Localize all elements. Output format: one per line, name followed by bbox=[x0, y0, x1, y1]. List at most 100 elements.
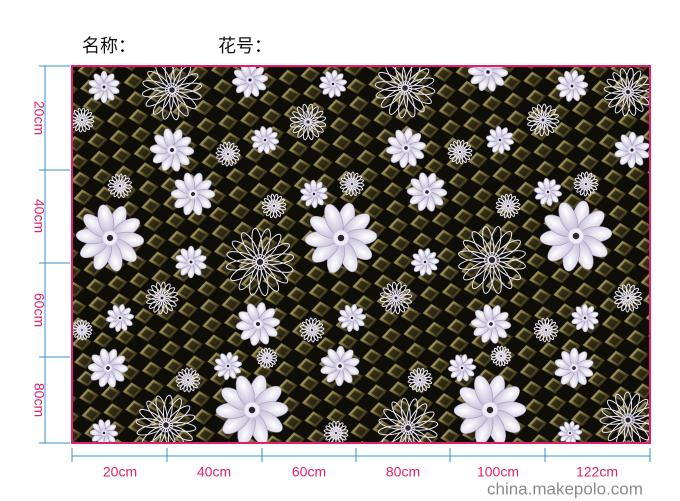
petal-outline bbox=[606, 399, 627, 420]
petal-outline bbox=[378, 71, 404, 88]
flower bbox=[135, 394, 197, 443]
petal-outline bbox=[584, 171, 589, 184]
flower bbox=[89, 419, 119, 443]
petal-outline bbox=[616, 422, 629, 443]
petal-outline bbox=[136, 423, 164, 436]
flower bbox=[406, 172, 448, 212]
petal-outline bbox=[406, 68, 430, 88]
petal-outline bbox=[494, 260, 522, 281]
petal-outline bbox=[463, 260, 490, 281]
flower bbox=[410, 248, 440, 276]
flower-center bbox=[504, 202, 512, 210]
flower-eye bbox=[418, 378, 422, 382]
petal-outline bbox=[306, 103, 314, 121]
flower bbox=[495, 193, 521, 219]
flower bbox=[75, 204, 145, 272]
flower-eye bbox=[106, 366, 110, 370]
flower-eye bbox=[625, 417, 631, 423]
petal-outline bbox=[162, 92, 174, 120]
flower-eye bbox=[102, 431, 106, 435]
flower bbox=[235, 302, 281, 346]
petal-outline bbox=[185, 367, 190, 380]
petal-outline bbox=[174, 88, 202, 100]
flower bbox=[170, 172, 216, 216]
flower-eye bbox=[583, 316, 587, 320]
petal-outline bbox=[226, 251, 258, 264]
petal-outline bbox=[400, 397, 411, 426]
petal-outline bbox=[492, 262, 513, 289]
flower-eye bbox=[626, 296, 630, 300]
flower-center bbox=[116, 182, 124, 190]
petal-outline bbox=[167, 405, 191, 425]
bottom-label: 40cm bbox=[197, 464, 231, 480]
flower bbox=[573, 171, 599, 197]
petal-outline bbox=[262, 253, 295, 265]
petal-outline bbox=[489, 262, 502, 294]
flower bbox=[533, 317, 559, 343]
flower bbox=[215, 141, 241, 167]
flower-eye bbox=[331, 82, 335, 86]
flower-eye bbox=[544, 328, 548, 332]
petal-outline bbox=[630, 415, 650, 425]
flower bbox=[261, 193, 287, 219]
flower-eye bbox=[404, 146, 408, 150]
petal-outline bbox=[599, 415, 626, 425]
flower-center bbox=[270, 202, 278, 210]
petal-outline bbox=[628, 398, 649, 419]
flower-center bbox=[158, 417, 174, 433]
petal-outline bbox=[145, 90, 171, 107]
petal-outline bbox=[622, 284, 629, 298]
petal-outline bbox=[168, 414, 196, 427]
flower-eye bbox=[405, 425, 411, 431]
flower-eye bbox=[337, 234, 345, 242]
petal-outline bbox=[166, 426, 186, 443]
flower-center bbox=[397, 80, 413, 96]
petal-outline bbox=[225, 259, 258, 271]
petal-outline bbox=[230, 262, 258, 282]
flower bbox=[225, 227, 295, 297]
flower-center bbox=[498, 353, 504, 359]
petal-outline bbox=[260, 233, 282, 261]
flower-center bbox=[332, 429, 340, 437]
flower-center bbox=[157, 293, 167, 303]
petal-outline bbox=[482, 262, 495, 294]
petal-outline bbox=[162, 394, 173, 423]
flower-eye bbox=[500, 355, 502, 357]
petal-outline bbox=[482, 226, 495, 258]
flower-eye bbox=[226, 364, 230, 368]
flower bbox=[304, 202, 378, 274]
flower-center bbox=[582, 180, 590, 188]
petal-outline bbox=[231, 240, 259, 262]
flower-eye bbox=[488, 256, 496, 264]
petal-outline bbox=[630, 419, 650, 432]
flower-eye bbox=[630, 148, 634, 152]
flower-eye bbox=[248, 406, 256, 414]
petal-outline bbox=[416, 367, 422, 380]
flower-center bbox=[416, 376, 424, 384]
petal-outline bbox=[409, 411, 435, 428]
bottom-label: 20cm bbox=[103, 464, 137, 480]
flower bbox=[526, 103, 560, 137]
petal-outline bbox=[309, 317, 314, 330]
petal-outline bbox=[141, 425, 165, 443]
flower-center bbox=[484, 252, 500, 268]
petal-outline bbox=[258, 228, 271, 260]
petal-outline bbox=[266, 347, 271, 358]
flower-eye bbox=[402, 85, 408, 91]
petal-outline bbox=[405, 66, 422, 87]
flower-eye bbox=[541, 118, 545, 122]
flower bbox=[213, 351, 243, 381]
petal-outline bbox=[377, 425, 406, 436]
petal-outline bbox=[261, 262, 289, 284]
left-label: 60cm bbox=[31, 293, 47, 327]
flower-center bbox=[621, 413, 635, 427]
flower-eye bbox=[189, 260, 193, 264]
flower-eye bbox=[334, 431, 338, 435]
petal-outline bbox=[155, 395, 168, 423]
flower-center bbox=[348, 180, 356, 188]
flower-eye bbox=[498, 138, 502, 142]
petal-outline bbox=[623, 422, 633, 443]
petal-outline bbox=[260, 264, 280, 292]
flower-center bbox=[538, 115, 548, 125]
